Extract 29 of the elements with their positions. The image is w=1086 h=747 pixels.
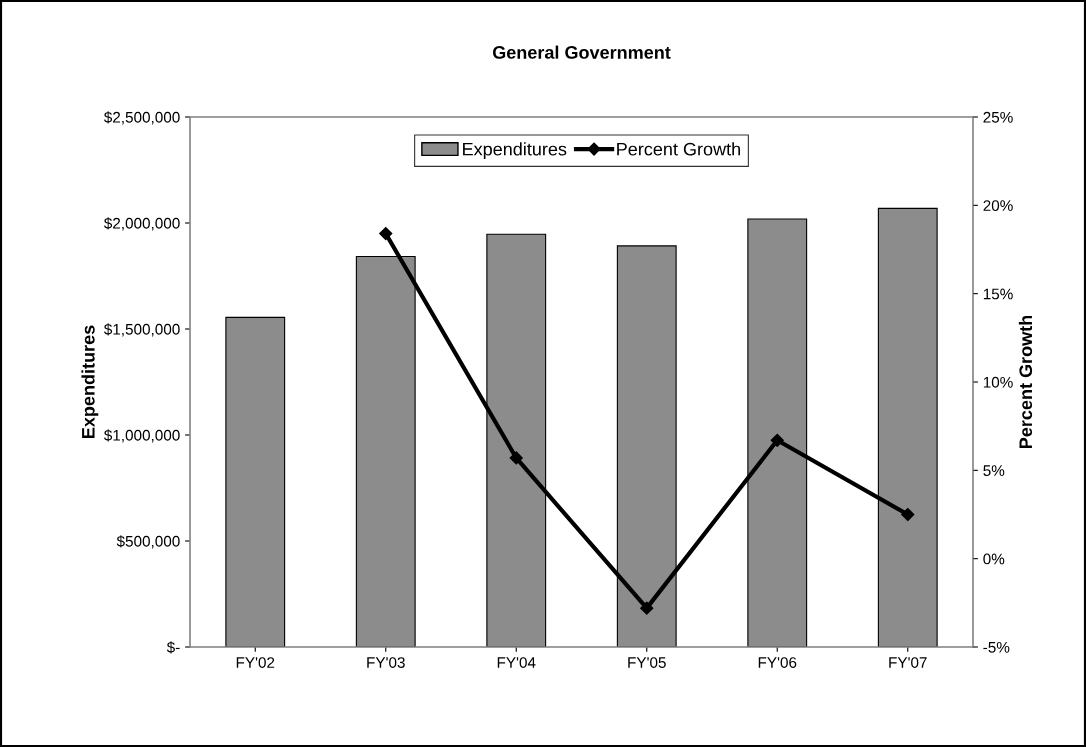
y2-tick-label: 5% <box>983 465 1005 477</box>
chart-title: General Government <box>492 45 671 59</box>
x-tick-label: FY'05 <box>628 657 666 668</box>
point <box>901 507 915 522</box>
point <box>640 601 654 615</box>
y-tick-label: $500,000 <box>116 535 180 549</box>
y-axis-title: Expenditures <box>81 325 99 438</box>
point <box>509 451 523 465</box>
y2-tick-label: 10% <box>983 376 1013 388</box>
y-tick-label: $1,000,000 <box>103 429 180 443</box>
y2-tick-label: 20% <box>983 200 1013 212</box>
y2-tick-label: 25% <box>983 111 1013 123</box>
x-tick-label: FY'03 <box>367 657 405 668</box>
y-tick-label: $1,500,000 <box>103 323 180 337</box>
y2-axis-title: Percent Growth <box>1018 315 1033 449</box>
x-tick-label: FY'06 <box>758 657 797 668</box>
x-tick-label: FY'02 <box>236 657 275 668</box>
y-tick-label: $2,500,000 <box>103 111 180 125</box>
legend-label: Percent Growth <box>617 142 740 156</box>
legend-label: Expenditures <box>463 142 567 160</box>
y-tick-label: $2,000,000 <box>103 217 180 231</box>
point <box>379 227 393 241</box>
y2-tick-label: -5% <box>983 641 1010 653</box>
x-tick-label: FY'04 <box>497 657 536 668</box>
y2-tick-label: 15% <box>983 288 1013 300</box>
y-tick-label: $- <box>166 641 180 654</box>
point <box>770 433 784 447</box>
y2-tick-label: 0% <box>983 553 1005 565</box>
x-tick-label: FY'07 <box>889 657 927 668</box>
